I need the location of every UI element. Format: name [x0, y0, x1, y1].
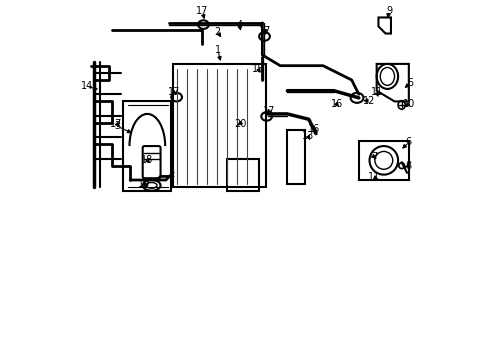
Text: 11: 11	[367, 172, 379, 182]
Text: 3: 3	[114, 121, 121, 131]
Text: 17: 17	[259, 26, 271, 36]
Text: 2: 2	[214, 27, 221, 37]
Text: 6: 6	[405, 138, 411, 148]
Text: 14: 14	[81, 81, 93, 91]
Text: 16: 16	[330, 99, 342, 109]
Text: 18: 18	[141, 156, 153, 165]
Text: 17: 17	[110, 118, 122, 129]
Text: 12: 12	[362, 96, 374, 106]
Text: 7: 7	[370, 152, 376, 162]
Text: 9: 9	[386, 6, 391, 17]
Text: 17: 17	[262, 107, 274, 116]
Text: 19: 19	[137, 179, 150, 189]
Text: 16: 16	[307, 124, 320, 134]
Text: 8: 8	[404, 161, 410, 171]
Text: 17: 17	[167, 87, 180, 98]
Text: 10: 10	[402, 99, 414, 109]
Text: 17: 17	[196, 6, 208, 17]
Text: 15: 15	[251, 64, 264, 73]
Text: 11: 11	[370, 87, 382, 98]
Text: 13: 13	[302, 131, 314, 141]
Text: 20: 20	[234, 118, 246, 129]
Text: 4: 4	[236, 19, 242, 30]
Text: 5: 5	[407, 78, 413, 88]
Text: 1: 1	[214, 45, 220, 55]
